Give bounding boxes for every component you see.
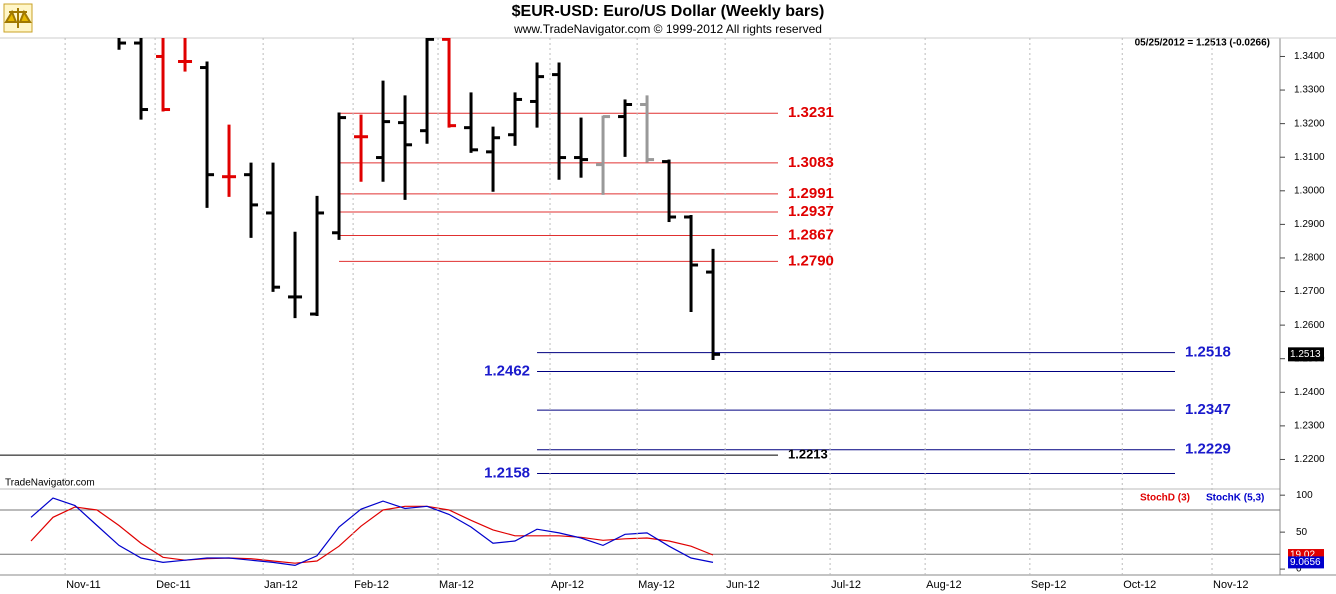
last-value-label: 9.0656 bbox=[1290, 557, 1321, 568]
level-label: 1.2937 bbox=[788, 203, 834, 220]
level-label: 1.2213 bbox=[788, 447, 828, 462]
y-tick-label: 1.2400 bbox=[1294, 387, 1325, 398]
level-label: 1.2158 bbox=[484, 465, 530, 482]
last-close-label: 1.2513 bbox=[1290, 349, 1321, 360]
last-info: 05/25/2012 = 1.2513 (-0.0266) bbox=[1135, 38, 1270, 49]
y-tick-label: 1.3400 bbox=[1294, 51, 1325, 62]
last-value-box bbox=[1288, 556, 1324, 569]
level-label: 1.3083 bbox=[788, 154, 834, 171]
watermark: TradeNavigator.com bbox=[5, 478, 95, 489]
level-label: 1.2347 bbox=[1185, 401, 1231, 418]
price-panel bbox=[0, 38, 1175, 475]
y-tick-label: 1.3100 bbox=[1294, 152, 1325, 163]
x-tick-label: Aug-12 bbox=[926, 579, 961, 591]
y-tick-label: 1.2700 bbox=[1294, 286, 1325, 297]
legend-entry: StochD (3) bbox=[1140, 493, 1190, 504]
logo bbox=[3, 3, 33, 33]
x-tick-label: Nov-11 bbox=[66, 579, 101, 591]
stoch-panel bbox=[0, 497, 1280, 567]
stoch-line bbox=[30, 505, 714, 564]
y-tick-label: 1.2800 bbox=[1294, 253, 1325, 264]
x-tick-label: Mar-12 bbox=[439, 579, 474, 591]
x-tick-label: Apr-12 bbox=[551, 579, 584, 591]
x-tick-label: Oct-12 bbox=[1123, 579, 1156, 591]
level-label: 1.2790 bbox=[788, 252, 834, 269]
chart-subtitle: www.TradeNavigator.com © 1999-2012 All r… bbox=[513, 22, 822, 36]
x-tick-label: May-12 bbox=[638, 579, 675, 591]
y-tick-label: 1.3300 bbox=[1294, 85, 1325, 96]
x-tick-label: Jul-12 bbox=[831, 579, 861, 591]
legend-entry: StochK (5,3) bbox=[1206, 493, 1264, 504]
x-tick-label: Nov-12 bbox=[1213, 579, 1248, 591]
y-tick-label: 1.3200 bbox=[1294, 118, 1325, 129]
level-label: 1.2518 bbox=[1185, 344, 1231, 361]
y-tick-label: 1.2200 bbox=[1294, 454, 1325, 465]
y-tick-label: 1.3000 bbox=[1294, 185, 1325, 196]
stoch-tick-label: 50 bbox=[1296, 527, 1308, 538]
x-tick-label: Sep-12 bbox=[1031, 579, 1066, 591]
x-tick-label: Jun-12 bbox=[726, 579, 760, 591]
y-tick-label: 1.2900 bbox=[1294, 219, 1325, 230]
level-label: 1.2867 bbox=[788, 226, 834, 243]
last-value-label: 19.02 bbox=[1290, 550, 1315, 561]
stoch-tick-label: 100 bbox=[1296, 490, 1313, 501]
x-tick-label: Jan-12 bbox=[264, 579, 298, 591]
level-label: 1.2991 bbox=[788, 185, 834, 202]
stoch-tick-label: 0 bbox=[1296, 564, 1302, 575]
last-close-box bbox=[1288, 347, 1324, 362]
y-tick-label: 1.2300 bbox=[1294, 421, 1325, 432]
level-label: 1.2229 bbox=[1185, 441, 1231, 458]
level-label: 1.2462 bbox=[484, 362, 530, 379]
x-tick-label: Dec-11 bbox=[156, 579, 191, 591]
level-label: 1.3231 bbox=[788, 104, 834, 121]
stoch-line bbox=[30, 497, 714, 567]
y-tick-label: 1.2600 bbox=[1294, 320, 1325, 331]
chart-title: $EUR-USD: Euro/US Dollar (Weekly bars) bbox=[512, 3, 825, 20]
x-tick-label: Feb-12 bbox=[354, 579, 389, 591]
